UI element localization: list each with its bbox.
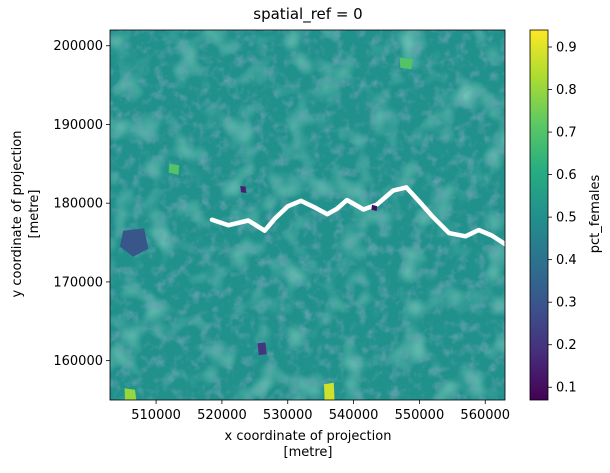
low-patch-west: [119, 228, 149, 257]
colorbar-tick-label: 0.7: [556, 126, 577, 141]
x-tick-label: 520000: [197, 408, 247, 423]
high-patch-north-b: [399, 57, 413, 70]
plot-frame: [109, 29, 506, 401]
high-patch-south-b: [124, 388, 137, 400]
colorbar-ticks: 0.1 0.2 0.3 0.4 0.5 0.6 0.7 0.8 0.9: [548, 41, 577, 396]
colorbar-tick-label: 0.5: [556, 211, 577, 226]
y-tick-label: 190000: [53, 118, 103, 133]
y-axis-label-line2: [metre]: [27, 190, 42, 239]
high-patch-north-a: [168, 163, 180, 175]
low-patch-centre: [240, 185, 247, 193]
low-patch-south: [257, 342, 267, 356]
x-tick-label: 560000: [460, 408, 510, 423]
y-tick-label: 170000: [53, 275, 103, 290]
x-tick-label: 540000: [329, 408, 379, 423]
colorbar-tick-label: 0.3: [556, 296, 577, 311]
colorbar: [529, 29, 549, 401]
chart-title: spatial_ref = 0: [253, 5, 362, 24]
heatmap-features: [119, 57, 505, 400]
high-patch-south-a: [324, 382, 335, 400]
x-tick-label: 530000: [263, 408, 313, 423]
low-patch-east: [371, 204, 378, 212]
river-thames: [209, 185, 505, 247]
x-axis-label-line1: x coordinate of projection: [225, 429, 392, 444]
colorbar-tick-label: 0.1: [556, 381, 577, 396]
colorbar-tick-label: 0.9: [556, 41, 577, 56]
y-tick-label: 200000: [53, 39, 103, 54]
colorbar-tick-label: 0.6: [556, 168, 577, 183]
colorbar-tick-label: 0.2: [556, 338, 577, 353]
y-axis-label-line1: y coordinate of projection: [10, 131, 25, 298]
x-tick-label: 550000: [395, 408, 445, 423]
colorbar-tick-label: 0.4: [556, 253, 577, 268]
y-tick-label: 180000: [53, 197, 103, 212]
x-axis-ticks: 510000 520000 530000 540000 550000 560000: [131, 400, 510, 423]
x-axis-label-line2: [metre]: [284, 445, 333, 460]
colorbar-tick-label: 0.8: [556, 83, 577, 98]
y-axis-ticks: 160000 170000 180000 190000 200000: [53, 39, 110, 369]
heatmap-texture: [110, 30, 505, 400]
x-tick-label: 510000: [131, 408, 181, 423]
colorbar-label: pct_females: [588, 174, 603, 253]
y-tick-label: 160000: [53, 354, 103, 369]
